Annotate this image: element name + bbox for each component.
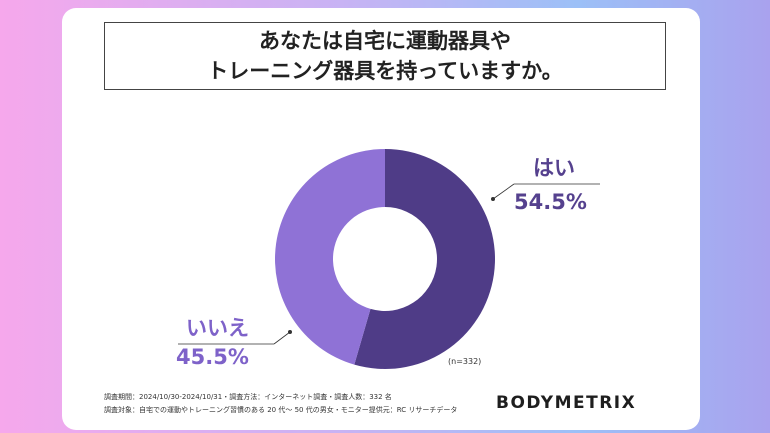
- leader-dot-no: [288, 330, 292, 334]
- leader-line-no-diag: [273, 331, 291, 345]
- leader-dot-yes: [491, 197, 495, 201]
- slice-label-yes: はい: [533, 156, 575, 180]
- question-title-line-2: トレーニング器具を持っていますか。: [207, 59, 563, 83]
- slice-label-no: いいえ: [186, 316, 249, 340]
- brand-logo: BODYMETRIX: [496, 393, 637, 413]
- leader-line-yes-diag: [492, 183, 515, 200]
- slice-value-yes: 54.5%: [514, 190, 587, 214]
- donut-slice-yes: [354, 149, 496, 369]
- question-title-line-1: あなたは自宅に運動器具や: [259, 29, 511, 53]
- question-title-box: あなたは自宅に運動器具や トレーニング器具を持っていますか。: [104, 22, 666, 90]
- sample-size-note: (n=332): [448, 357, 482, 366]
- survey-footnote-2: 調査対象：自宅での運動やトレーニング習慣のある 20 代〜 50 代の男女・モニ…: [104, 406, 458, 414]
- slice-value-no: 45.5%: [176, 345, 249, 369]
- donut-slice-no: [275, 148, 385, 365]
- survey-footnote-1: 調査期間：2024/10/30-2024/10/31・調査方法：インターネット調…: [104, 393, 392, 401]
